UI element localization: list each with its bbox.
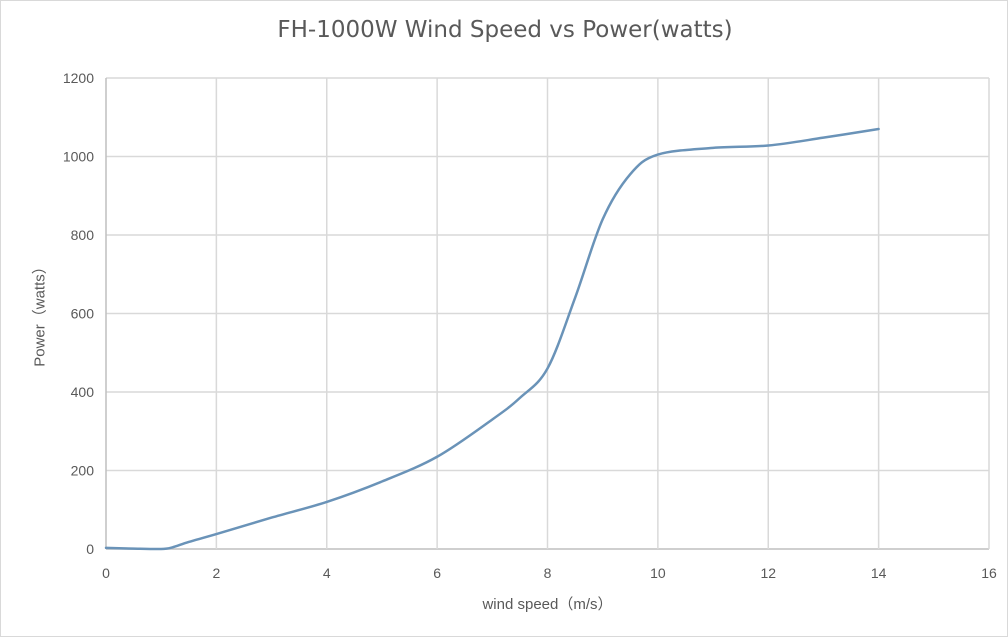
y-tick-label: 800 (71, 227, 95, 243)
y-tick-label: 600 (71, 306, 95, 322)
y-tick-label: 0 (86, 541, 94, 557)
y-tick-label: 400 (71, 384, 95, 400)
x-tick-label: 2 (212, 565, 220, 581)
power-series-line (104, 127, 880, 551)
y-tick-label: 1000 (63, 149, 94, 165)
y-axis-label: Power（watts） (31, 259, 49, 367)
x-tick-label: 10 (650, 565, 666, 581)
x-tick-label: 12 (760, 565, 776, 581)
x-tick-label: 14 (871, 565, 887, 581)
x-tick-label: 8 (544, 565, 552, 581)
x-tick-label: 4 (323, 565, 331, 581)
y-tick-label: 200 (71, 463, 95, 479)
x-axis-label: wind speed（m/s） (482, 596, 613, 613)
x-tick-label: 6 (433, 565, 441, 581)
x-tick-label: 16 (981, 565, 997, 581)
x-tick-label: 0 (102, 565, 110, 581)
y-tick-label: 1200 (63, 70, 94, 86)
chart-title: FH-1000W Wind Speed vs Power(watts) (277, 17, 733, 43)
